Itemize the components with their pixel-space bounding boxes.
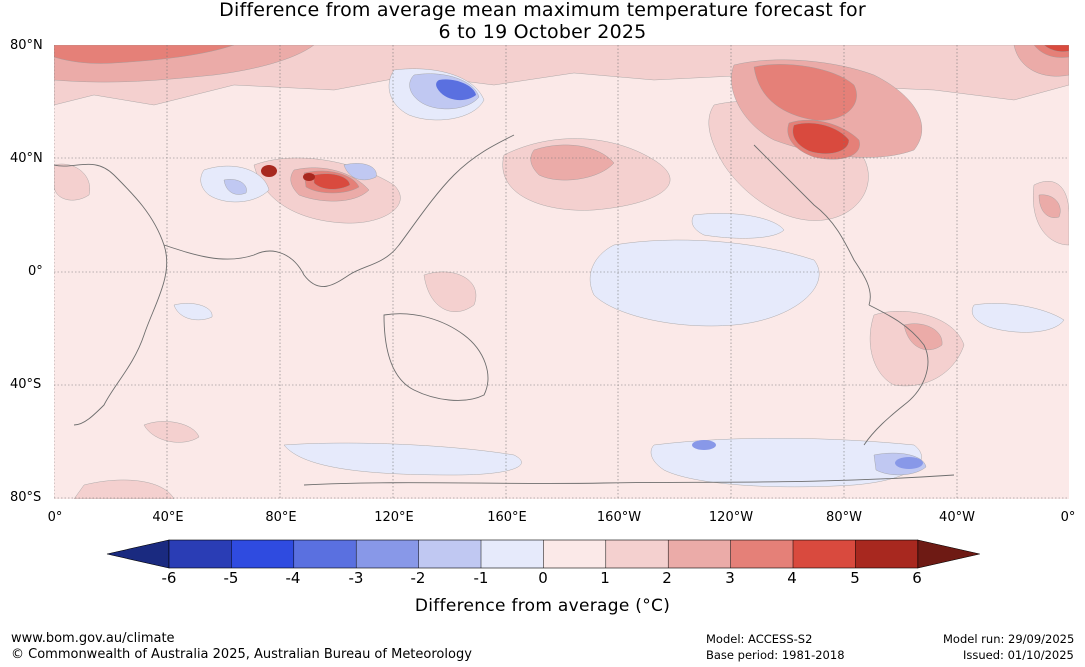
colorbar-cell: [481, 540, 544, 568]
lon-label-40w: 40°W: [939, 510, 975, 525]
colorbar-cell: [543, 540, 607, 568]
colorbar-cell: [793, 540, 856, 568]
lon-label-160e: 160°E: [487, 510, 527, 525]
colorbar-cell: [855, 540, 919, 568]
anomaly-layer-4-to-5: [313, 45, 1069, 190]
colorbar-cell: [293, 540, 357, 568]
colorbar-label: -3: [348, 569, 364, 587]
anomaly-map: [54, 45, 1069, 499]
footer-copyright: © Commonwealth of Australia 2025, Austra…: [11, 647, 472, 662]
footer-website: www.bom.gov.au/climate: [11, 631, 175, 646]
colorbar-label: -1: [473, 569, 489, 587]
lon-label-160w: 160°W: [596, 510, 642, 525]
lat-label-40n: 40°N: [10, 151, 43, 166]
colorbar-cell: [418, 540, 482, 568]
lon-label-40e: 40°E: [152, 510, 184, 525]
footer-issued: Issued: 01/10/2025: [963, 648, 1074, 662]
lon-label-0-left: 0°: [47, 510, 63, 525]
lon-label-0-right: 0°: [1060, 510, 1076, 525]
colorbar-label: -2: [410, 569, 426, 587]
colorbar-label: -5: [223, 569, 239, 587]
lon-label-120e: 120°E: [374, 510, 414, 525]
colorbar-cell: [668, 540, 732, 568]
graticule: [54, 45, 1069, 499]
colorbar-label: 3: [725, 569, 735, 587]
colorbar-extend-low: [106, 539, 170, 569]
lon-label-120w: 120°W: [708, 510, 754, 525]
footer-model-run: Model run: 29/09/2025: [943, 632, 1075, 646]
footer-base-period: Base period: 1981-2018: [706, 648, 845, 662]
colorbar-label: 2: [662, 569, 672, 587]
colorbar-cell: [730, 540, 794, 568]
anomaly-map-svg: [54, 45, 1069, 499]
colorbar-cell: [169, 540, 232, 568]
colorbar-label: -6: [161, 569, 177, 587]
lat-label-80n: 80°N: [10, 38, 43, 53]
colorbar-title: Difference from average (°C): [414, 596, 671, 616]
anomaly-layer-minus-3-ring: [692, 440, 923, 469]
anomaly-layer-5-plus: [261, 165, 315, 181]
lon-label-80e: 80°E: [265, 510, 297, 525]
lon-label-80w: 80°W: [826, 510, 862, 525]
colorbar-label: 5: [850, 569, 860, 587]
colorbar-label: 1: [600, 569, 610, 587]
colorbar-label: 6: [912, 569, 922, 587]
anomaly-layer-minus-4-to-minus-2: [436, 79, 476, 101]
lat-label-80s: 80°S: [10, 490, 42, 505]
colorbar-cells: [106, 539, 980, 569]
chart-title-line-2: 6 to 19 October 2025: [438, 21, 647, 43]
lat-label-40s: 40°S: [10, 377, 42, 392]
colorbar-cell: [356, 540, 420, 568]
colorbar-cell: [231, 540, 295, 568]
coastlines: [54, 134, 955, 486]
lat-label-equator: 0°: [28, 264, 43, 279]
colorbar-label: 0: [538, 569, 548, 587]
colorbar-extend-high: [917, 539, 980, 569]
colorbar-cell: [605, 540, 669, 568]
colorbar: [106, 539, 980, 569]
footer-model: Model: ACCESS-S2: [706, 632, 813, 646]
colorbar-label: -4: [285, 569, 301, 587]
chart-title-line-1: Difference from average mean maximum tem…: [219, 0, 866, 21]
colorbar-label: 4: [787, 569, 797, 587]
